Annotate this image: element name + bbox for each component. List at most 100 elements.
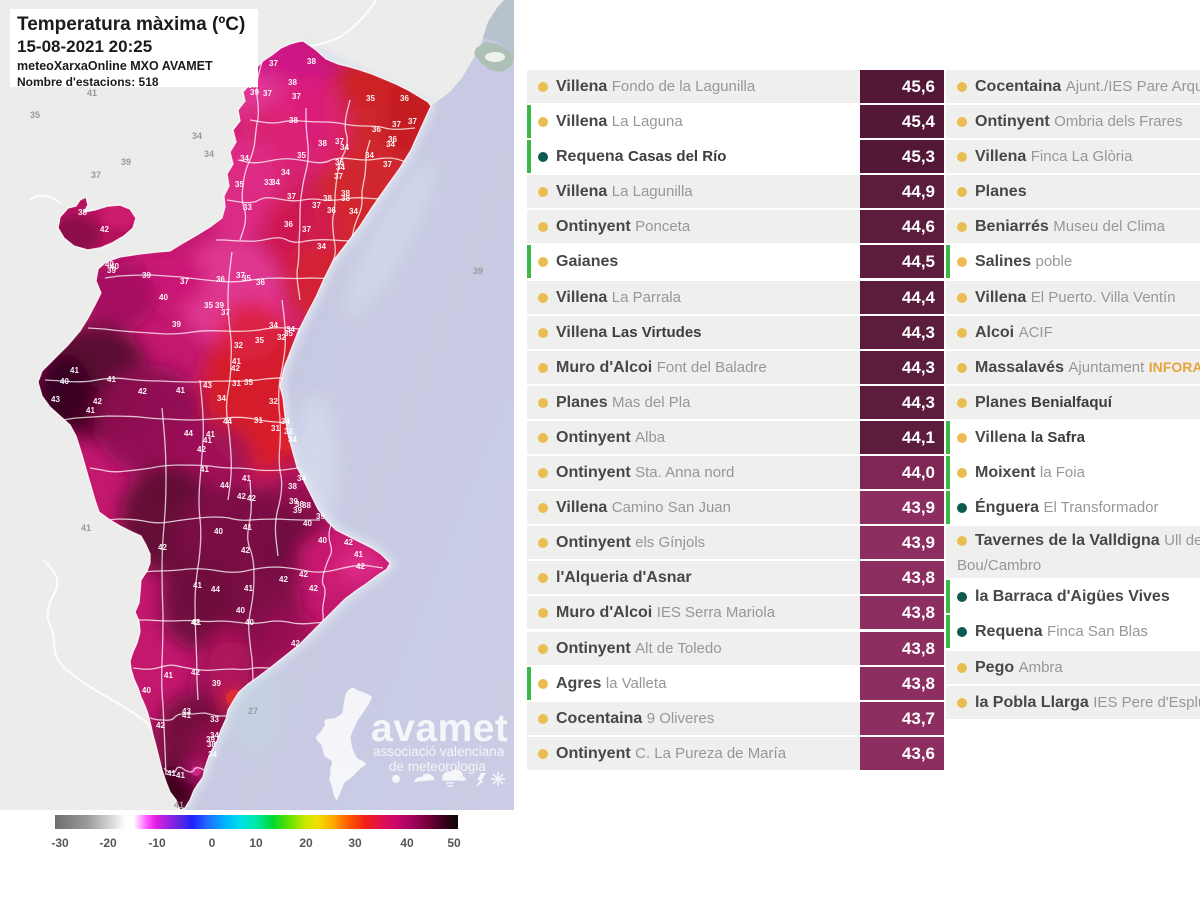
svg-text:34: 34 — [217, 394, 226, 403]
svg-text:avamet: avamet — [371, 707, 508, 750]
svg-text:40: 40 — [214, 527, 223, 536]
svg-text:38: 38 — [78, 208, 87, 217]
svg-text:36: 36 — [284, 220, 293, 229]
svg-text:41: 41 — [182, 711, 191, 720]
svg-text:31: 31 — [271, 424, 280, 433]
svg-text:43: 43 — [182, 707, 191, 716]
svg-text:37: 37 — [335, 137, 344, 146]
svg-text:39: 39 — [215, 301, 224, 310]
svg-text:32: 32 — [284, 427, 293, 436]
svg-text:31: 31 — [254, 416, 263, 425]
svg-text:37: 37 — [91, 170, 101, 180]
svg-text:37: 37 — [334, 172, 343, 181]
svg-text:35: 35 — [297, 151, 306, 160]
svg-text:42: 42 — [93, 397, 102, 406]
svg-text:42: 42 — [191, 618, 200, 627]
svg-text:39: 39 — [293, 506, 302, 515]
svg-text:34: 34 — [286, 325, 295, 334]
svg-text:34: 34 — [336, 163, 345, 172]
svg-text:35: 35 — [284, 329, 293, 338]
svg-text:32: 32 — [234, 341, 243, 350]
svg-text:36: 36 — [327, 206, 336, 215]
svg-text:42: 42 — [191, 668, 200, 677]
svg-text:42: 42 — [309, 584, 318, 593]
svg-text:41: 41 — [174, 800, 184, 810]
svg-text:42: 42 — [197, 445, 206, 454]
svg-text:38: 38 — [288, 482, 297, 491]
svg-text:34: 34 — [386, 140, 395, 149]
svg-text:34: 34 — [240, 154, 249, 163]
svg-text:37: 37 — [392, 120, 401, 129]
svg-text:42: 42 — [241, 546, 250, 555]
svg-text:38: 38 — [288, 78, 297, 87]
svg-text:34: 34 — [365, 151, 374, 160]
svg-text:34: 34 — [208, 750, 217, 759]
svg-text:38: 38 — [289, 116, 298, 125]
svg-text:41: 41 — [107, 375, 116, 384]
svg-text:39: 39 — [142, 271, 151, 280]
svg-text:40: 40 — [60, 377, 69, 386]
svg-text:31: 31 — [232, 379, 241, 388]
svg-text:33: 33 — [243, 203, 252, 212]
svg-text:41: 41 — [203, 436, 212, 445]
svg-text:associació valenciana: associació valenciana — [373, 744, 505, 759]
svg-text:37: 37 — [292, 92, 301, 101]
svg-text:44: 44 — [184, 429, 193, 438]
svg-text:40: 40 — [105, 260, 114, 269]
svg-text:37: 37 — [236, 271, 245, 280]
svg-text:35: 35 — [204, 301, 213, 310]
svg-text:39: 39 — [250, 88, 259, 97]
svg-text:34: 34 — [271, 178, 280, 187]
svg-text:41: 41 — [243, 523, 252, 532]
svg-text:34: 34 — [204, 149, 214, 159]
svg-text:34: 34 — [349, 207, 358, 216]
svg-text:37: 37 — [408, 117, 417, 126]
svg-text:40: 40 — [159, 293, 168, 302]
svg-text:41: 41 — [193, 581, 202, 590]
svg-text:44: 44 — [223, 417, 232, 426]
svg-text:42: 42 — [291, 639, 300, 648]
svg-text:38: 38 — [323, 194, 332, 203]
svg-text:35: 35 — [255, 336, 264, 345]
svg-text:39: 39 — [316, 512, 325, 521]
svg-text:44: 44 — [211, 585, 220, 594]
svg-text:38: 38 — [207, 740, 216, 749]
svg-text:38: 38 — [341, 189, 350, 198]
svg-text:37: 37 — [312, 201, 321, 210]
svg-text:39: 39 — [121, 157, 131, 167]
svg-text:37: 37 — [383, 160, 392, 169]
svg-text:37: 37 — [221, 308, 230, 317]
svg-text:41: 41 — [192, 618, 201, 627]
svg-text:37: 37 — [287, 192, 296, 201]
svg-text:32: 32 — [277, 333, 286, 342]
svg-text:42: 42 — [156, 721, 165, 730]
svg-text:40: 40 — [318, 536, 327, 545]
svg-text:41: 41 — [164, 671, 173, 680]
svg-text:34: 34 — [210, 731, 219, 740]
svg-text:42: 42 — [299, 570, 308, 579]
svg-text:34: 34 — [281, 168, 290, 177]
svg-text:33: 33 — [264, 178, 273, 187]
svg-text:41: 41 — [70, 366, 79, 375]
svg-text:42: 42 — [356, 562, 365, 571]
svg-text:34: 34 — [269, 321, 278, 330]
svg-text:35: 35 — [235, 180, 244, 189]
svg-text:44: 44 — [220, 481, 229, 490]
svg-text:40: 40 — [142, 686, 151, 695]
svg-text:27: 27 — [248, 706, 258, 716]
svg-text:35: 35 — [30, 110, 40, 120]
svg-text:34: 34 — [281, 417, 290, 426]
svg-text:34: 34 — [288, 435, 297, 444]
svg-text:40: 40 — [236, 606, 245, 615]
svg-text:42: 42 — [344, 538, 353, 547]
svg-text:32: 32 — [269, 397, 278, 406]
svg-text:36: 36 — [256, 278, 265, 287]
svg-text:40: 40 — [245, 618, 254, 627]
svg-text:38: 38 — [307, 57, 316, 66]
svg-text:34: 34 — [297, 474, 306, 483]
svg-text:39: 39 — [107, 266, 116, 275]
svg-text:43: 43 — [51, 395, 60, 404]
svg-text:41: 41 — [167, 769, 176, 778]
svg-text:39: 39 — [212, 679, 221, 688]
svg-text:36: 36 — [400, 94, 409, 103]
